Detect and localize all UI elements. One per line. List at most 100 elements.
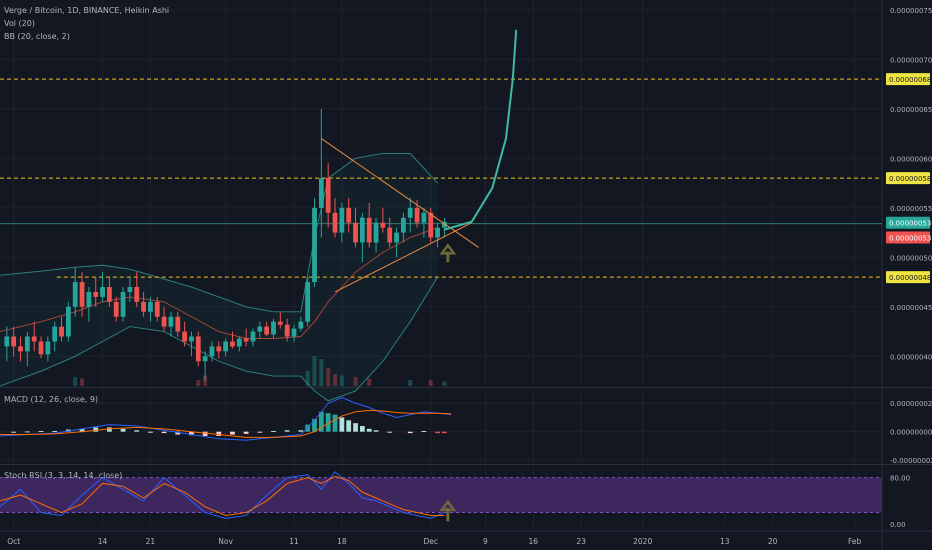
macd-histogram-bar xyxy=(11,431,17,433)
volume-bar xyxy=(442,381,447,386)
price-tick: 0.00000075 xyxy=(890,7,932,15)
candle-body xyxy=(380,222,386,228)
macd-histogram-bar xyxy=(318,411,324,432)
price-up-arrow-head xyxy=(439,243,457,255)
bb-legend[interactable]: BB (20, close, 2) xyxy=(4,32,70,41)
volume-bar xyxy=(339,375,344,386)
stoch-rsi-k xyxy=(0,471,445,519)
macd-histogram-bar xyxy=(435,431,440,434)
candle-body xyxy=(31,336,37,342)
candle-body xyxy=(86,291,92,307)
candle-body xyxy=(407,207,413,218)
macd-histogram-bar xyxy=(24,431,30,433)
macd-histogram-bar xyxy=(373,430,379,432)
candle-body xyxy=(202,356,208,362)
time-tick: 23 xyxy=(576,537,586,546)
candle-body xyxy=(401,217,406,233)
candle-body xyxy=(209,346,215,357)
triangle-upper-trendline xyxy=(321,138,479,248)
candle-body xyxy=(161,316,167,327)
candle-body xyxy=(442,221,447,228)
macd-histogram-bar xyxy=(339,417,345,432)
macd-histogram-bar xyxy=(175,431,181,435)
candle-body xyxy=(230,341,235,347)
candle-body xyxy=(414,207,420,223)
macd-histogram-bar xyxy=(359,426,365,432)
macd-legend[interactable]: MACD (12, 26, close, 9) xyxy=(4,395,99,404)
stoch-rsi-legend[interactable]: Stoch RSI (3, 3, 14, 14, close) xyxy=(4,471,123,480)
candle-body xyxy=(154,301,160,317)
candle-body xyxy=(366,217,372,243)
macd-histogram-bar xyxy=(79,428,85,432)
candle-body xyxy=(148,301,153,312)
price-tick: 0.00000040 xyxy=(890,353,932,361)
candle-body xyxy=(236,338,242,347)
macd-histogram-bar xyxy=(271,430,276,432)
candle-body xyxy=(175,316,181,332)
candle-body xyxy=(332,212,338,233)
candle-body xyxy=(79,282,85,307)
candle-body xyxy=(182,331,187,342)
price-badge-bg xyxy=(886,172,930,185)
price-tick: 0.00000060 xyxy=(890,155,932,163)
candle-body xyxy=(93,291,99,297)
volume-bar xyxy=(367,378,372,386)
candle-body xyxy=(141,301,146,312)
time-tick: 9 xyxy=(483,537,488,546)
macd-histogram-bar xyxy=(387,431,393,433)
candle-body xyxy=(421,212,427,223)
candle-body xyxy=(346,207,352,223)
macd-histogram-bar xyxy=(312,418,317,432)
candle-body xyxy=(120,291,126,317)
macd-histogram-bar xyxy=(148,431,153,433)
price-badge: 0.00000053 xyxy=(889,220,931,228)
macd-histogram-bar xyxy=(298,430,304,432)
macd-histogram-bar xyxy=(216,431,222,436)
macd-signal-line xyxy=(0,409,452,438)
bollinger-upper xyxy=(0,152,438,313)
candle-body xyxy=(113,301,119,317)
volume-legend[interactable]: Vol (20) xyxy=(4,19,35,28)
macd-line xyxy=(0,396,452,441)
candle-body xyxy=(250,331,256,342)
candle-body xyxy=(65,306,71,337)
candle-body xyxy=(168,316,174,327)
candle-body xyxy=(216,346,222,352)
candle-body xyxy=(353,222,358,243)
candle-body xyxy=(18,346,23,352)
candle-body xyxy=(72,282,78,307)
time-tick: 18 xyxy=(337,537,347,546)
macd-histogram-bar xyxy=(257,431,263,433)
macd-histogram-bar xyxy=(407,431,413,434)
candle-body xyxy=(394,232,399,243)
macd-tick: -0.00000002 xyxy=(890,457,932,465)
symbol-legend[interactable]: Verge / Bitcoin, 1D, BINANCE, Heikin Ash… xyxy=(4,6,170,15)
candle-body xyxy=(435,227,440,238)
candle-body xyxy=(243,338,249,342)
price-badge-bg xyxy=(886,231,930,244)
macd-histogram-bar xyxy=(93,427,99,432)
candle-body xyxy=(223,341,229,352)
macd-histogram-bar xyxy=(284,430,290,432)
macd-histogram-bar xyxy=(134,430,140,432)
candle-body xyxy=(387,227,393,243)
candle-body xyxy=(264,326,270,335)
macd-histogram-bar xyxy=(346,420,352,432)
volume-bar xyxy=(305,371,310,386)
candle-body xyxy=(24,336,30,352)
macd-histogram-bar xyxy=(202,431,208,436)
macd-tick: 0.00000002 xyxy=(890,400,932,408)
time-tick: Feb xyxy=(848,537,862,546)
stoch-rsi-band xyxy=(0,477,882,513)
candle-body xyxy=(373,222,379,243)
candle-body xyxy=(428,212,434,238)
price-badge: 0.00000068 xyxy=(889,76,931,84)
time-tick: Nov xyxy=(218,537,233,546)
macd-histogram-bar xyxy=(189,431,194,436)
triangle-lower-trendline xyxy=(334,222,472,293)
macd-histogram-bar xyxy=(421,430,427,432)
time-tick: 20 xyxy=(768,537,778,546)
candle-body xyxy=(284,324,290,337)
candle-body xyxy=(339,207,345,233)
